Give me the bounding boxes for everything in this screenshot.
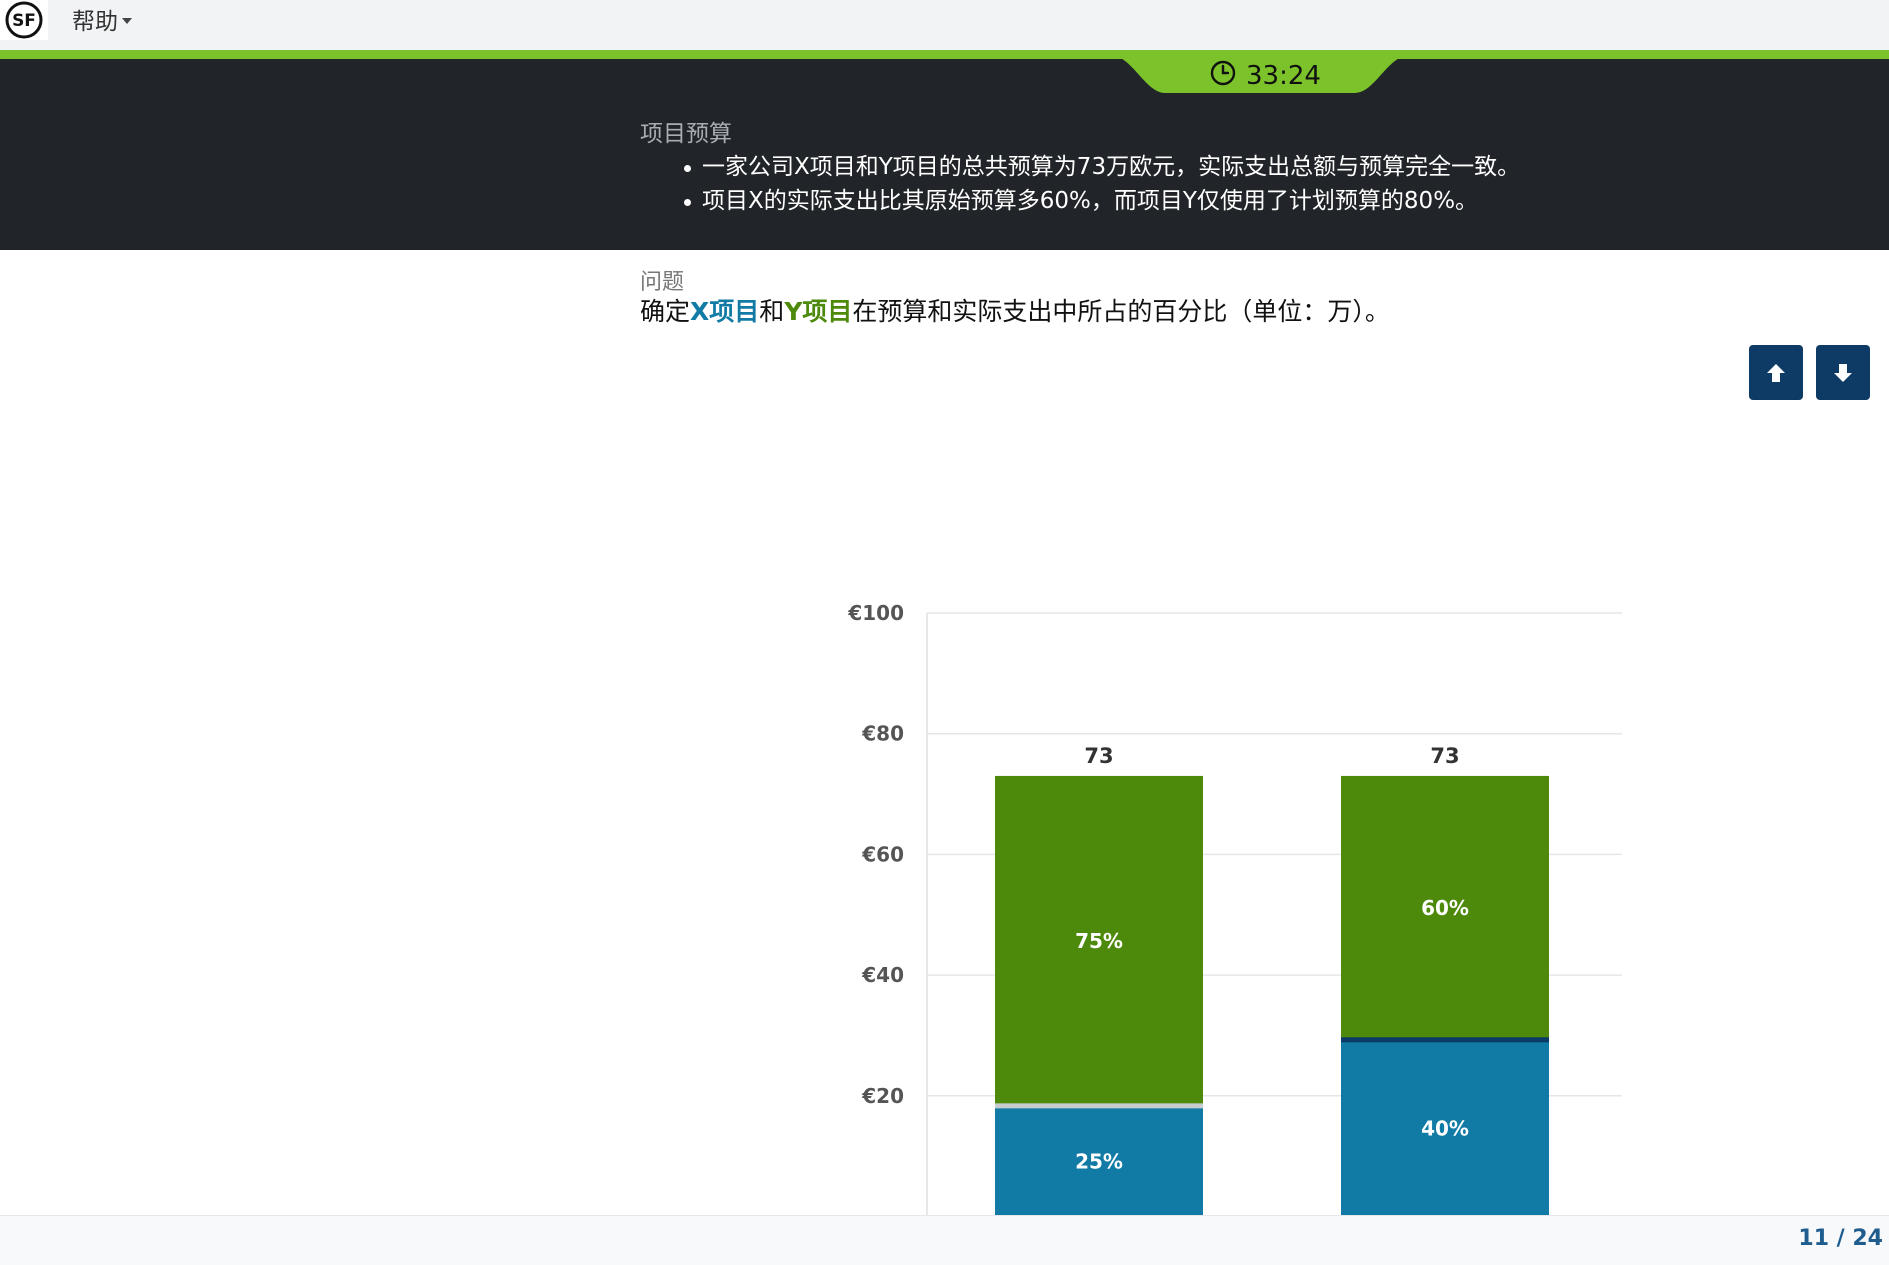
- bar-segment: [1341, 775, 1549, 1041]
- intro-bullet: 项目X的实际支出比其原始预算多60%，而项目Y仅使用了计划预算的80%。: [640, 184, 1520, 218]
- bar-segment-label: 40%: [1421, 1116, 1469, 1140]
- intro-bullet: 一家公司X项目和Y项目的总共预算为73万欧元，实际支出总额与预算完全一致。: [640, 150, 1520, 184]
- bar-segment-label: 25%: [1075, 1149, 1123, 1173]
- chevron-down-icon: [122, 18, 132, 24]
- context-panel: [0, 59, 1889, 250]
- intro-title: 项目预算: [640, 121, 732, 147]
- accent-line: [0, 50, 1889, 59]
- help-menu-label: 帮助: [72, 9, 118, 35]
- bar-segment-label: 75%: [1075, 929, 1123, 953]
- bar-segment: [995, 1106, 1203, 1215]
- arrow-up-icon: [1767, 363, 1785, 382]
- question-post: 在预算和实际支出中所占的百分比（单位：万）。: [852, 297, 1390, 326]
- y-tick-label: €100: [847, 601, 904, 625]
- bar-segment: [1341, 1040, 1549, 1215]
- intro-bullets: 一家公司X项目和Y项目的总共预算为73万欧元，实际支出总额与预算完全一致。 项目…: [640, 150, 1520, 218]
- scroll-up-button[interactable]: [1749, 345, 1803, 400]
- top-bar: SF 帮助: [0, 0, 1889, 50]
- stacked-bar-chart: €100 €80 €60 €40 €20 25% 75% 73 40% 60% 73: [847, 601, 1622, 1215]
- help-menu[interactable]: 帮助: [72, 2, 132, 36]
- question-pre: 确定: [640, 297, 691, 326]
- bar-segment-label: 60%: [1421, 896, 1469, 920]
- scroll-down-button[interactable]: [1816, 345, 1870, 400]
- segment-separator: [1341, 1037, 1549, 1043]
- timer: 33:24: [1210, 58, 1321, 94]
- question-text: 确定X项目和Y项目在预算和实际支出中所占的百分比（单位：万）。: [640, 292, 1390, 328]
- y-tick-label: €60: [861, 842, 904, 866]
- timer-value: 33:24: [1246, 61, 1321, 91]
- page-counter: 11 / 24: [1798, 1226, 1883, 1251]
- footer-bar: 11 / 24: [0, 1215, 1889, 1265]
- question-x-project: X项目: [690, 297, 760, 326]
- sf-logo: SF: [0, 0, 48, 40]
- bar-segment: [995, 775, 1203, 1107]
- clock-icon: [1210, 60, 1236, 93]
- bar-total-label: 73: [1430, 744, 1459, 768]
- arrow-down-icon: [1834, 363, 1852, 382]
- question-label: 问题: [640, 270, 685, 295]
- question-y-project: Y项目: [784, 297, 853, 326]
- y-tick-label: €20: [861, 1084, 904, 1108]
- bar-total-label: 73: [1084, 744, 1113, 768]
- y-tick-label: €40: [861, 963, 904, 987]
- segment-separator: [995, 1103, 1203, 1109]
- y-tick-label: €80: [861, 722, 904, 746]
- svg-text:SF: SF: [12, 11, 36, 31]
- timer-tab: [1110, 55, 1410, 93]
- question-mid: 和: [759, 297, 785, 326]
